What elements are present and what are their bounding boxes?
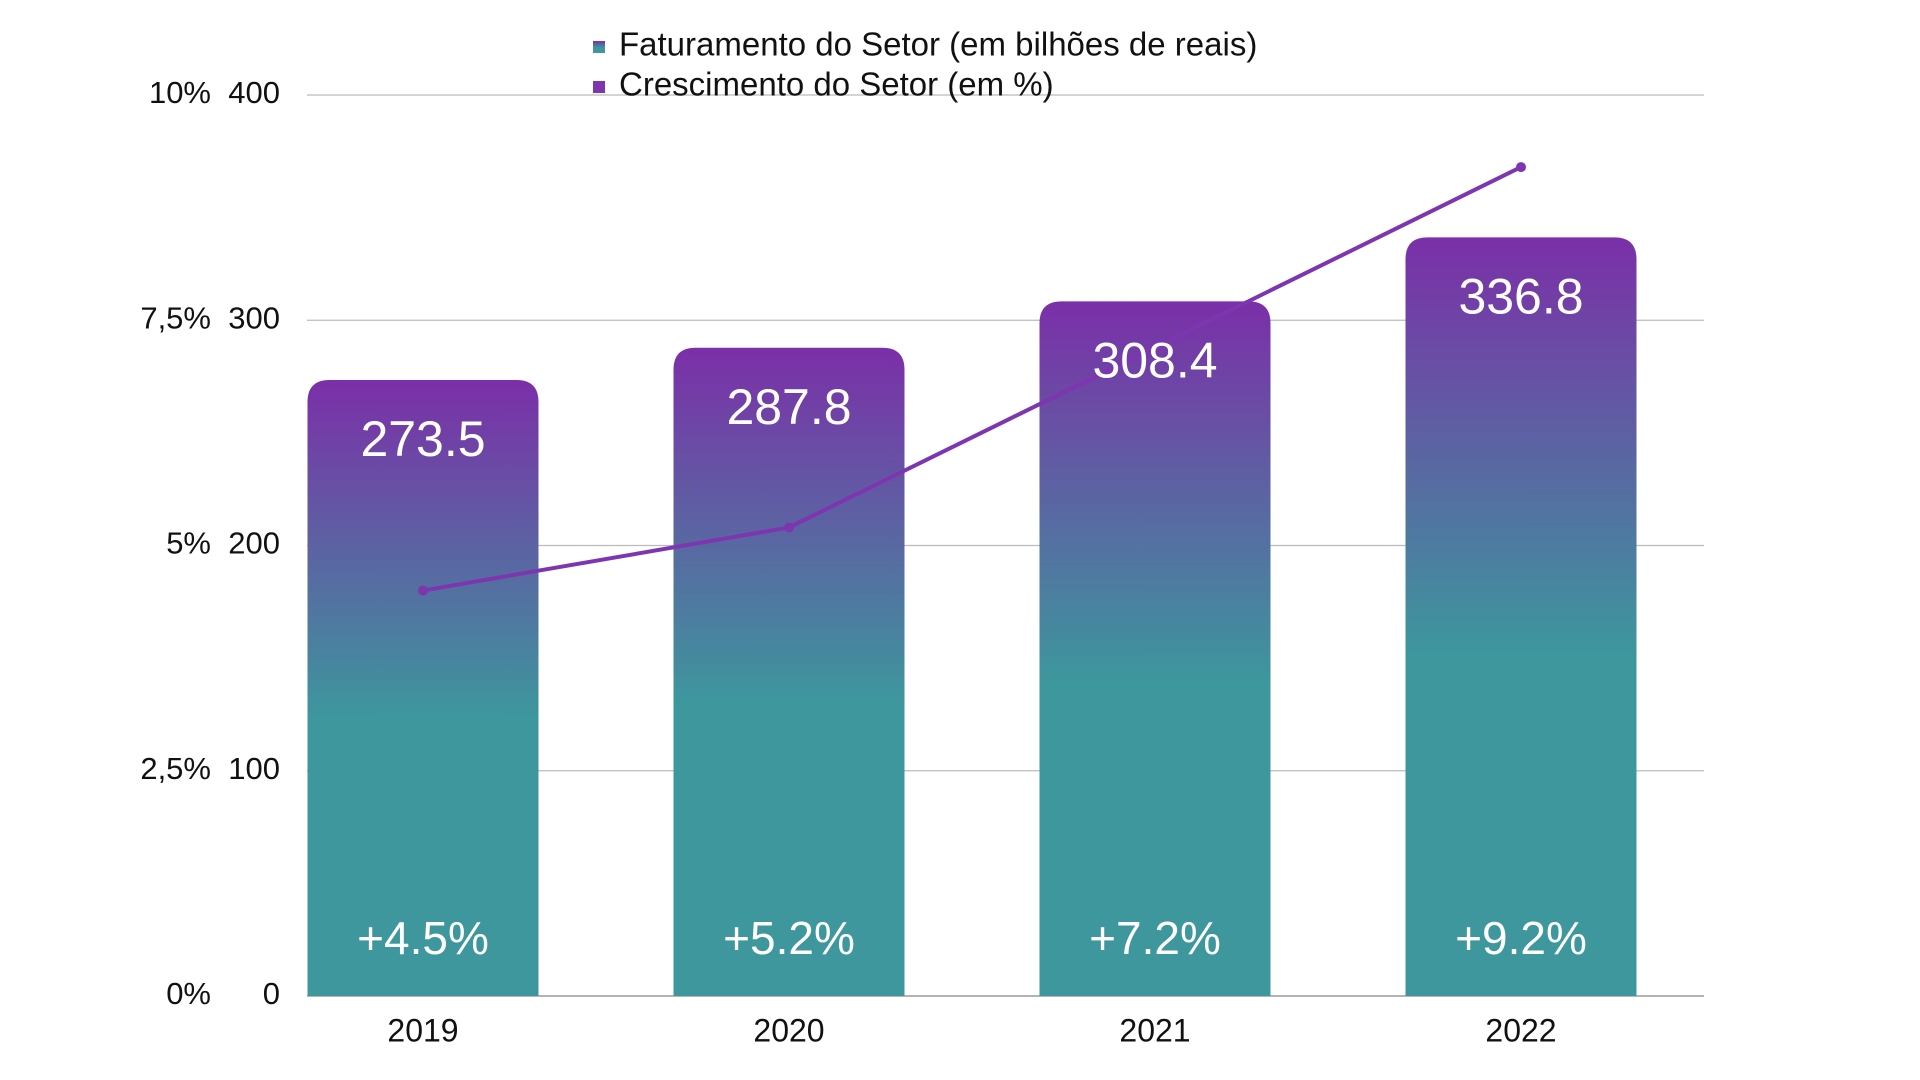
- x-tick-label: 2021: [1119, 1012, 1190, 1048]
- y-tick-label: 200: [228, 526, 280, 561]
- legend-marker: [593, 41, 605, 53]
- line-value-label: +9.2%: [1455, 912, 1587, 964]
- y-tick-label: 400: [228, 75, 280, 110]
- bar: [1405, 237, 1637, 996]
- bar-value-label: 273.5: [360, 411, 485, 467]
- y2-tick-label: 0%: [166, 976, 211, 1011]
- line-value-label: +4.5%: [357, 912, 489, 964]
- bar-value-label: 336.8: [1458, 269, 1583, 325]
- x-tick-label: 2020: [753, 1012, 824, 1048]
- legend-label: Faturamento do Setor (em bilhões de reai…: [619, 26, 1257, 63]
- bar-value-label: 308.4: [1092, 333, 1217, 389]
- y-tick-label: 0: [263, 976, 280, 1011]
- x-tick-label: 2019: [387, 1012, 458, 1048]
- line-value-label: +7.2%: [1089, 912, 1221, 964]
- y2-tick-label: 2,5%: [140, 751, 211, 786]
- line-point: [1516, 162, 1526, 173]
- bar: [673, 347, 905, 997]
- bar-value-label: 287.8: [726, 379, 851, 435]
- legend-marker: [593, 81, 605, 93]
- line-value-label: +5.2%: [723, 912, 855, 964]
- line: [422, 165, 1522, 593]
- line-point: [1150, 342, 1160, 353]
- line-point: [418, 585, 428, 596]
- y2-tick-label: 7,5%: [140, 300, 211, 335]
- x-tick-label: 2022: [1485, 1012, 1556, 1048]
- y2-tick-label: 10%: [149, 75, 211, 110]
- bar: [307, 379, 539, 996]
- y-tick-label: 100: [228, 751, 280, 786]
- line-point: [784, 522, 794, 533]
- bar: [1039, 301, 1271, 997]
- legend-label: Crescimento do Setor (em %): [619, 66, 1054, 103]
- y-tick-label: 300: [228, 300, 280, 335]
- y2-tick-label: 5%: [166, 526, 211, 561]
